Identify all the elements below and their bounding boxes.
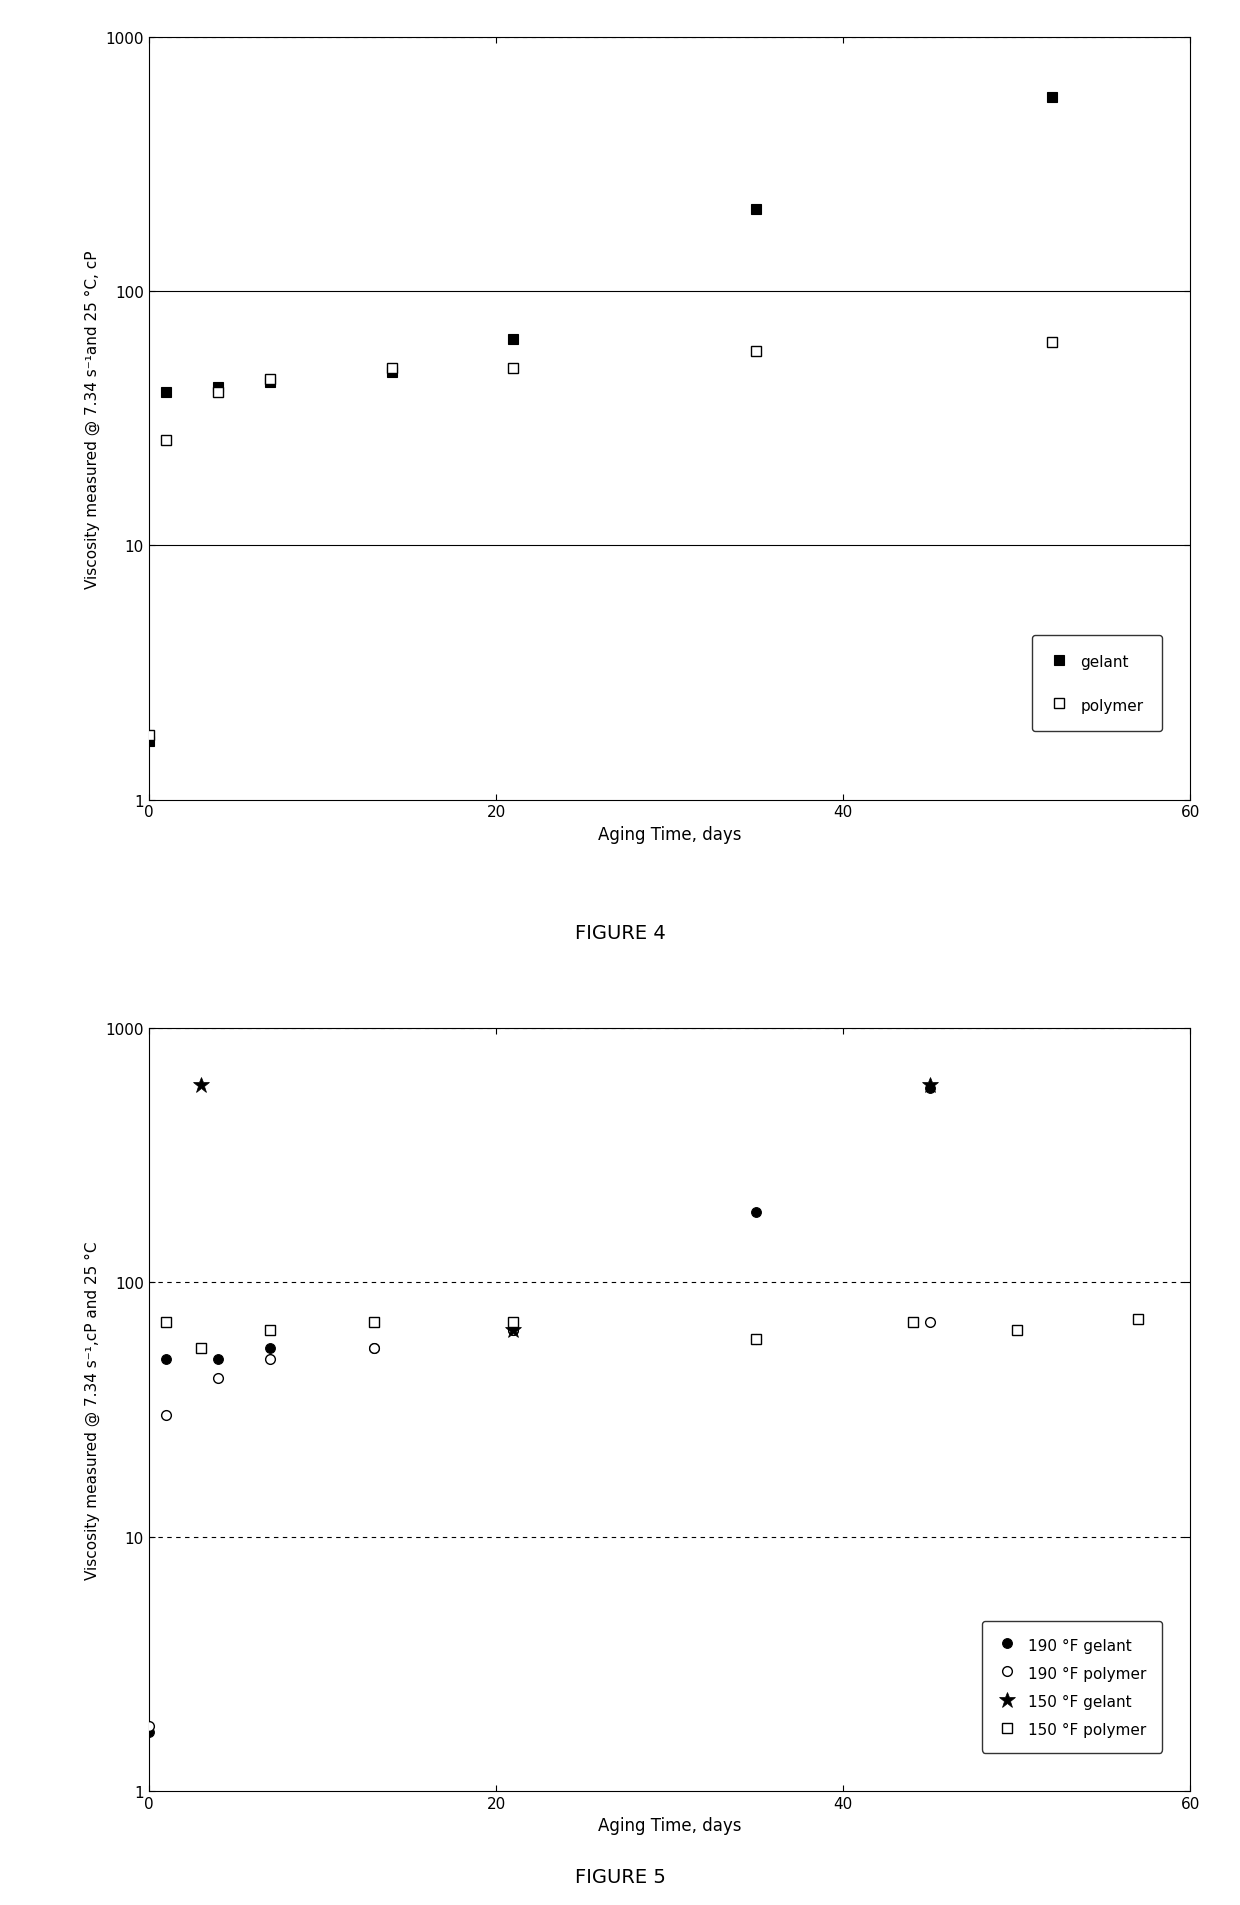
Line: 150 °F polymer: 150 °F polymer xyxy=(161,1314,1143,1354)
polymer xyxy=(263,370,278,392)
Legend: gelant, polymer: gelant, polymer xyxy=(1032,636,1162,732)
190 °F gelant xyxy=(141,1720,156,1743)
Text: FIGURE 5: FIGURE 5 xyxy=(574,1867,666,1886)
polymer xyxy=(384,356,399,379)
polymer xyxy=(1044,331,1059,354)
150 °F polymer xyxy=(193,1337,208,1360)
gelant xyxy=(263,371,278,394)
polymer xyxy=(211,381,226,404)
Line: polymer: polymer xyxy=(144,339,1056,741)
polymer xyxy=(141,724,156,747)
190 °F polymer xyxy=(749,1328,764,1351)
190 °F polymer xyxy=(923,1311,937,1334)
190 °F gelant xyxy=(367,1337,382,1360)
190 °F polymer xyxy=(141,1714,156,1737)
Y-axis label: Viscosity measured @ 7.34 s⁻¹,cP and 25 °C: Viscosity measured @ 7.34 s⁻¹,cP and 25 … xyxy=(84,1240,100,1579)
polymer xyxy=(749,341,764,364)
190 °F polymer xyxy=(263,1347,278,1370)
Y-axis label: Viscosity measured @ 7.34 s⁻¹and 25 °C, cP: Viscosity measured @ 7.34 s⁻¹and 25 °C, … xyxy=(84,250,100,589)
150 °F polymer xyxy=(905,1311,920,1334)
Line: gelant: gelant xyxy=(144,93,1056,747)
Legend: 190 °F gelant, 190 °F polymer, 150 °F gelant, 150 °F polymer: 190 °F gelant, 190 °F polymer, 150 °F ge… xyxy=(982,1621,1162,1753)
gelant xyxy=(506,328,521,351)
190 °F polymer xyxy=(506,1318,521,1341)
polymer xyxy=(506,356,521,379)
190 °F polymer xyxy=(211,1368,226,1391)
150 °F polymer xyxy=(1131,1307,1146,1330)
150 °F polymer xyxy=(263,1318,278,1341)
150 °F polymer xyxy=(159,1311,174,1334)
150 °F gelant xyxy=(506,1318,521,1341)
gelant xyxy=(1044,88,1059,110)
190 °F polymer xyxy=(159,1404,174,1427)
Text: FIGURE 4: FIGURE 4 xyxy=(574,924,666,943)
150 °F polymer xyxy=(749,1328,764,1351)
Line: 150 °F gelant: 150 °F gelant xyxy=(192,1076,939,1339)
gelant xyxy=(749,198,764,221)
150 °F gelant xyxy=(193,1074,208,1097)
X-axis label: Aging Time, days: Aging Time, days xyxy=(598,825,742,844)
190 °F gelant xyxy=(211,1347,226,1370)
polymer xyxy=(159,429,174,451)
gelant xyxy=(141,730,156,752)
190 °F gelant xyxy=(159,1347,174,1370)
150 °F polymer xyxy=(1009,1318,1024,1341)
X-axis label: Aging Time, days: Aging Time, days xyxy=(598,1815,742,1835)
150 °F gelant xyxy=(923,1074,937,1097)
190 °F gelant xyxy=(749,1200,764,1223)
gelant xyxy=(211,377,226,400)
gelant xyxy=(384,362,399,385)
190 °F gelant xyxy=(923,1078,937,1101)
190 °F gelant xyxy=(263,1337,278,1360)
Line: 190 °F polymer: 190 °F polymer xyxy=(144,1316,935,1732)
150 °F polymer xyxy=(506,1311,521,1334)
190 °F polymer xyxy=(367,1337,382,1360)
190 °F gelant xyxy=(506,1318,521,1341)
gelant xyxy=(159,381,174,404)
Line: 190 °F gelant: 190 °F gelant xyxy=(144,1084,935,1737)
150 °F polymer xyxy=(367,1311,382,1334)
